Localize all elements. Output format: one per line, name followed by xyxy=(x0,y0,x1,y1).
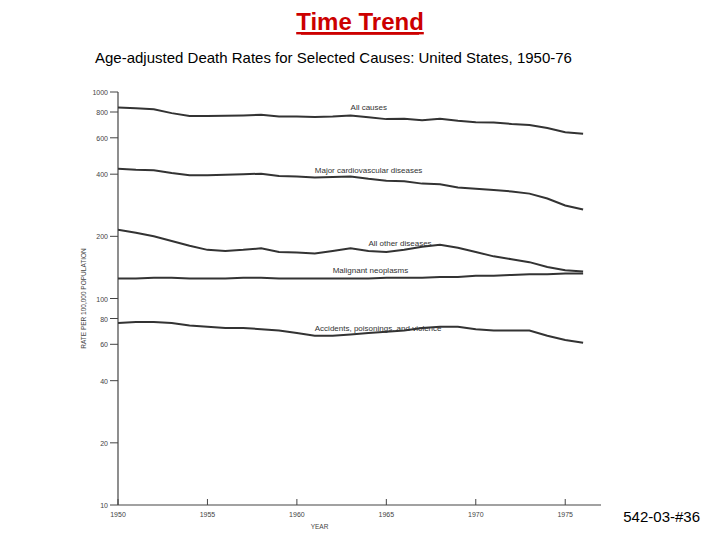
x-tick xyxy=(118,499,119,505)
title-underline xyxy=(301,33,419,35)
series-label: Major cardiovascular diseases xyxy=(315,166,423,175)
x-tick-label: 1970 xyxy=(468,511,484,518)
x-tick xyxy=(386,499,387,505)
y-tick-label: 80 xyxy=(100,316,108,323)
series-line xyxy=(118,169,583,210)
x-tick-label: 1955 xyxy=(200,511,216,518)
x-tick-label: 1960 xyxy=(289,511,305,518)
y-tick-label: 10 xyxy=(100,502,108,509)
y-tick xyxy=(110,318,118,319)
y-tick xyxy=(110,92,118,93)
series-label: All other diseases xyxy=(368,239,431,248)
x-tick xyxy=(475,499,476,505)
series-label: All causes xyxy=(351,103,387,112)
series-label: Accidents, poisonings, and violence xyxy=(315,324,442,333)
y-tick xyxy=(110,505,118,506)
y-tick xyxy=(110,298,118,299)
y-tick xyxy=(110,137,118,138)
y-axis-label: RATE PER 100,000 POPULATION xyxy=(80,248,87,349)
note: 542-03-#36 xyxy=(623,508,700,525)
y-tick-label: 400 xyxy=(96,171,108,178)
y-tick-label: 40 xyxy=(100,378,108,385)
x-tick-label: 1965 xyxy=(379,511,395,518)
y-tick-label: 1000 xyxy=(92,89,108,96)
series-label: Malignant neoplasms xyxy=(333,266,409,275)
y-tick xyxy=(110,174,118,175)
y-tick-label: 200 xyxy=(96,233,108,240)
plot-area xyxy=(118,108,583,343)
y-tick-label: 800 xyxy=(96,109,108,116)
x-tick xyxy=(296,499,297,505)
subtitle: Age-adjusted Death Rates for Selected Ca… xyxy=(95,49,572,66)
title: Time Trend xyxy=(296,8,424,35)
y-tick-label: 100 xyxy=(96,296,108,303)
x-tick xyxy=(565,499,566,505)
y-tick xyxy=(110,236,118,237)
y-tick xyxy=(110,442,118,443)
series-line xyxy=(118,230,583,272)
y-tick xyxy=(110,380,118,381)
x-axis-line xyxy=(118,504,601,505)
x-axis-label: YEAR xyxy=(311,523,329,530)
x-tick xyxy=(207,499,208,505)
y-tick-label: 60 xyxy=(100,341,108,348)
x-tick-label: 1975 xyxy=(557,511,573,518)
chart: Time Trend Age-adjusted Death Rates for S… xyxy=(0,0,720,540)
y-tick-label: 600 xyxy=(96,135,108,142)
x-tick-label: 1950 xyxy=(110,511,126,518)
y-tick-label: 20 xyxy=(100,440,108,447)
y-tick xyxy=(110,112,118,113)
y-tick xyxy=(110,344,118,345)
series-line xyxy=(118,322,583,343)
